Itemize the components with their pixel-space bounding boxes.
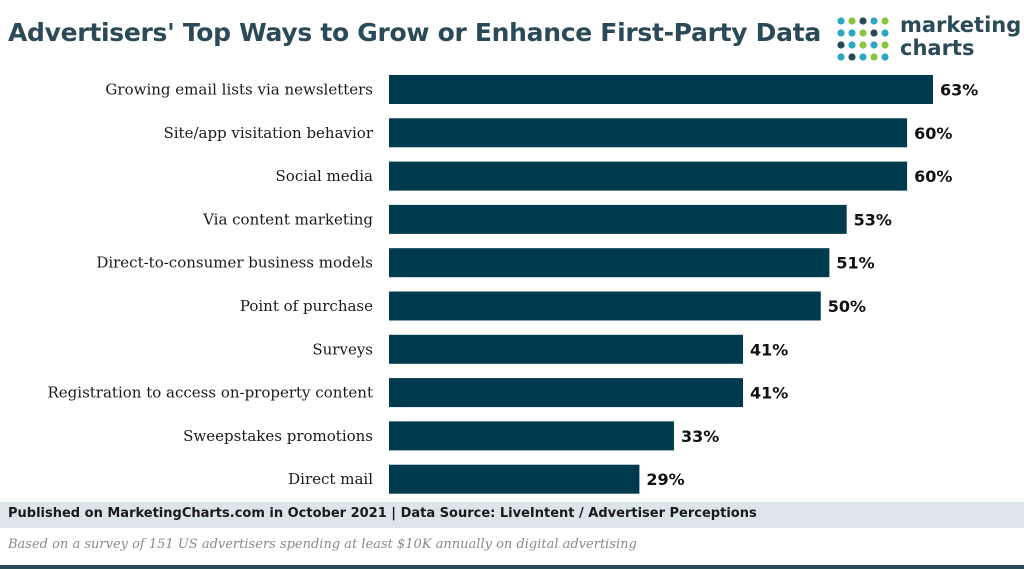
logo-dot (881, 53, 889, 61)
logo-dot (870, 53, 878, 61)
logo-dot (881, 41, 889, 49)
bar (389, 464, 640, 494)
logo-dots-icon (837, 17, 889, 61)
bar (389, 75, 933, 104)
bar (389, 334, 744, 364)
logo-dot (859, 29, 867, 37)
logo-dot (848, 17, 856, 25)
logo-dot (859, 17, 867, 25)
footer-note: Based on a survey of 151 US advertisers … (8, 537, 637, 552)
bar (389, 248, 830, 278)
logo-dot (870, 29, 878, 37)
category-label: Via content marketing (202, 210, 373, 228)
category-label: Site/app visitation behavior (163, 124, 373, 142)
value-label: 33% (681, 427, 719, 446)
logo-dot (837, 17, 845, 25)
value-label: 63% (940, 81, 978, 100)
footer-source: Published on MarketingCharts.com in Octo… (8, 506, 757, 521)
bar (389, 161, 908, 191)
category-label: Direct mail (288, 470, 373, 488)
logo-text: marketing charts (900, 14, 1021, 60)
chart-title: Advertisers' Top Ways to Grow or Enhance… (8, 18, 821, 47)
bar (389, 118, 908, 148)
footer-bar: Published on MarketingCharts.com in Octo… (0, 502, 1024, 528)
logo-dot (837, 53, 845, 61)
category-label: Registration to access on-property conte… (48, 384, 373, 402)
category-label: Social media (276, 167, 374, 185)
bar (389, 291, 821, 321)
bar (389, 204, 847, 234)
value-label: 60% (914, 167, 952, 186)
value-label: 53% (854, 210, 892, 229)
value-label: 41% (750, 384, 788, 403)
marketingcharts-logo: marketing charts (836, 12, 1022, 72)
logo-dot (870, 41, 878, 49)
logo-text-line1: marketing (900, 13, 1022, 37)
logo-dot (848, 29, 856, 37)
logo-dot (881, 17, 889, 25)
logo-dot (837, 29, 845, 37)
bar-chart: Growing email lists via newsletters 63% Si… (48, 75, 978, 494)
logo-dot (837, 41, 845, 49)
value-label: 41% (750, 340, 788, 359)
bar (389, 378, 744, 408)
logo-dot (870, 17, 878, 25)
category-label: Direct-to-consumer business models (96, 254, 373, 272)
logo-dot (848, 41, 856, 49)
category-label: Surveys (312, 340, 373, 358)
bar (389, 421, 674, 451)
logo-dot (859, 53, 867, 61)
value-label: 50% (828, 297, 866, 316)
category-label: Sweepstakes promotions (183, 427, 373, 445)
logo-dot (859, 41, 867, 49)
category-label: Point of purchase (240, 297, 373, 315)
value-label: 51% (836, 254, 874, 273)
value-label: 60% (914, 124, 952, 143)
value-label: 29% (646, 470, 684, 489)
logo-dot (881, 29, 889, 37)
logo-text-line2: charts (900, 36, 975, 60)
logo-dot (848, 53, 856, 61)
bottom-rule (0, 565, 1024, 569)
category-label: Growing email lists via newsletters (105, 81, 373, 99)
